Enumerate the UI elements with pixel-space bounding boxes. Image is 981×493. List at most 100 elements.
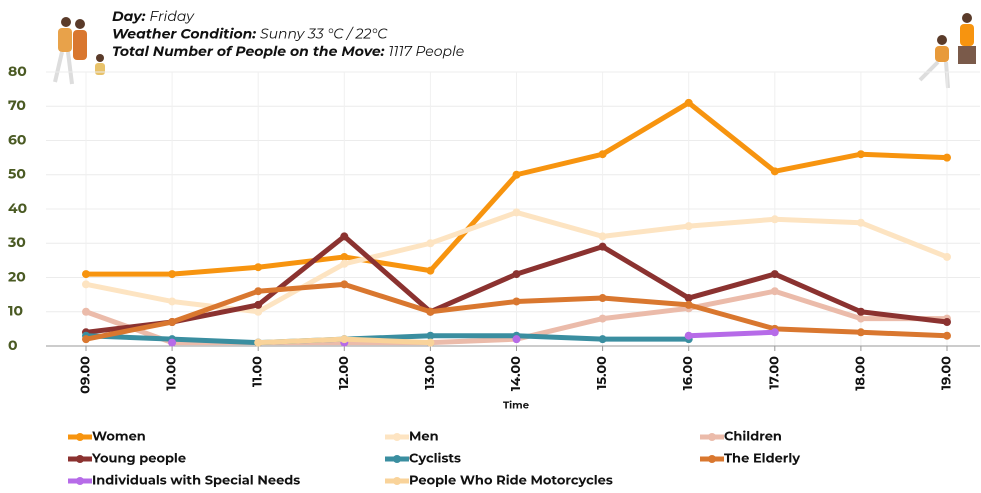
illustration-left [53, 17, 105, 85]
point [426, 338, 435, 347]
x-tick-label: 14.00 [508, 356, 524, 391]
y-tick-label: 60 [8, 130, 26, 148]
point [168, 270, 177, 279]
point [82, 335, 90, 344]
x-tick-label: 16.00 [680, 356, 696, 391]
point [856, 307, 865, 316]
legend-marker [393, 455, 401, 463]
y-tick-label: 80 [8, 62, 27, 80]
x-tick-label: 19.00 [939, 356, 955, 390]
legend-marker [76, 433, 84, 441]
legend-marker [708, 433, 716, 441]
point [684, 294, 693, 303]
point [770, 167, 779, 176]
info-label: Day: [112, 7, 146, 25]
point [426, 331, 435, 340]
series [254, 335, 435, 347]
legend-label: Cyclists [409, 451, 461, 467]
info-line: Total Number of People on the Move: 1117 … [112, 42, 464, 60]
info-line: Day: Friday [112, 7, 195, 25]
info-label: Weather Condition: [112, 24, 256, 42]
point [340, 232, 349, 241]
legend-label: Young people [91, 451, 186, 467]
x-tick-label: 12.00 [336, 356, 352, 390]
x-tick-label: 15.00 [594, 356, 610, 390]
point [856, 150, 865, 159]
point [598, 314, 607, 323]
y-tick-label: 40 [8, 199, 27, 217]
info-value: Friday [149, 7, 195, 25]
y-tick-label: 30 [7, 233, 26, 251]
legend-marker [708, 455, 716, 463]
point [598, 335, 607, 344]
series [82, 280, 951, 344]
legend-marker [76, 455, 84, 463]
point [598, 294, 607, 303]
point [598, 232, 607, 241]
point [770, 328, 779, 337]
point [684, 222, 693, 231]
x-tick-label: 17.00 [766, 356, 782, 390]
legend-label: Women [92, 429, 146, 445]
legend-marker [393, 477, 401, 485]
point [684, 300, 693, 309]
y-tick-label: 0 [8, 336, 18, 354]
point [598, 150, 607, 159]
info-label: Total Number of People on the Move: [112, 42, 385, 60]
info-line: Weather Condition: Sunny 33 °C / 22°C [112, 24, 388, 42]
point [943, 318, 951, 327]
series [82, 98, 951, 279]
legend-label: The Elderly [724, 451, 800, 467]
point [512, 170, 521, 179]
point [82, 270, 90, 279]
point [340, 280, 349, 289]
legend-marker [393, 433, 401, 441]
point [168, 318, 177, 327]
series-line [85, 333, 689, 346]
point [512, 297, 521, 306]
x-tick-label: 13.00 [422, 356, 438, 390]
point [512, 208, 521, 217]
series-line [688, 329, 775, 339]
x-tick-label: 10.00 [164, 356, 180, 391]
legend-label: Men [409, 429, 439, 445]
y-tick-label: 50 [8, 165, 26, 183]
x-tick-label: 18.00 [852, 356, 868, 391]
y-tick-label: 20 [8, 267, 26, 285]
point [168, 338, 177, 347]
point [684, 98, 693, 107]
point [512, 270, 521, 279]
x-axis-label: Time [503, 399, 529, 412]
point [426, 307, 435, 316]
y-tick-label: 10 [8, 302, 23, 320]
point [512, 335, 521, 344]
point [168, 297, 177, 306]
point [598, 242, 607, 251]
legend-label: Individuals with Special Needs [92, 473, 300, 489]
legend-label: People Who Ride Motorcycles [409, 473, 613, 489]
illustration-right [918, 13, 976, 89]
point [943, 252, 951, 261]
x-tick-label: 11.00 [250, 356, 266, 387]
point [340, 259, 349, 268]
point [254, 338, 263, 347]
y-tick-label: 70 [8, 96, 26, 114]
point [770, 215, 779, 224]
point [856, 328, 865, 337]
point [340, 335, 349, 344]
point [254, 300, 263, 309]
point [943, 153, 951, 162]
point [426, 266, 435, 275]
point [82, 307, 90, 316]
x-tick-label: 09.00 [78, 356, 94, 394]
point [856, 218, 865, 227]
point [340, 252, 349, 261]
point [684, 331, 693, 340]
legend-marker [76, 477, 84, 485]
info-value: 1117 People [388, 42, 464, 60]
point [770, 287, 779, 296]
point [254, 307, 263, 316]
info-value: Sunny 33 °C / 22°C [260, 24, 388, 42]
point [856, 314, 865, 323]
